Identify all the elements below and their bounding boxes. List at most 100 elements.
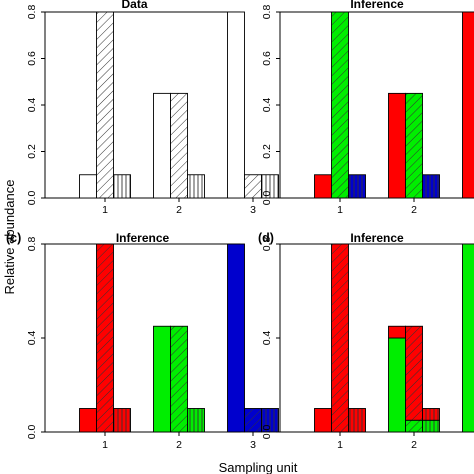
x-tick-label: 3 (250, 439, 256, 451)
bar-hatch (405, 326, 423, 421)
panel-label: (c) (6, 231, 21, 245)
y-tick-label: 0.4 (26, 331, 38, 346)
bar-hatch (422, 420, 440, 432)
bar-hatch (422, 408, 440, 421)
plot-frame (279, 11, 474, 199)
x-tick-label: 1 (337, 439, 343, 451)
bar-fill (462, 244, 474, 432)
bar-hatch (405, 420, 423, 432)
bar-hatch (331, 244, 349, 432)
x-axis-label: Sampling unit (219, 460, 298, 474)
bar-hatch (261, 174, 279, 198)
y-tick-label: 0.0 (26, 191, 38, 206)
x-tick-label: 2 (411, 439, 417, 451)
bar-outline (113, 408, 131, 433)
x-tick-label: 2 (176, 204, 182, 216)
bar-hatch (187, 408, 205, 432)
plot-frame (44, 11, 241, 199)
bar-outline (405, 92, 423, 199)
bar-hatch (187, 174, 205, 198)
y-tick-label: 0.6 (26, 51, 38, 66)
bar-outline (348, 408, 366, 433)
bar-fill (462, 12, 474, 198)
y-tick-label: 0.8 (261, 5, 273, 20)
bar-outline (462, 11, 474, 199)
bar-outline (113, 174, 131, 199)
x-tick-label: 1 (102, 439, 108, 451)
x-tick-label: 1 (337, 204, 343, 216)
bar-fill (388, 93, 406, 198)
bar-outline (187, 408, 205, 433)
bar-hatch (405, 93, 423, 198)
y-axis-label: Relative abundance (2, 180, 17, 295)
bar-hatch (422, 174, 440, 198)
y-tick-label: 0.0 (261, 191, 273, 206)
y-tick-label: 0.4 (261, 331, 273, 346)
plot-frame (44, 243, 241, 433)
y-tick-label: 0.0 (261, 425, 273, 440)
bar-fill (388, 326, 406, 338)
bar-outline (227, 11, 245, 199)
panel-title: Inference (350, 0, 404, 11)
y-tick-label: 0.2 (26, 144, 38, 159)
bar-hatch (96, 244, 114, 432)
x-tick-label: 3 (250, 204, 256, 216)
x-tick-label: 1 (102, 204, 108, 216)
bar-outline (422, 174, 440, 199)
bar-fill (227, 244, 245, 432)
bar-hatch (170, 93, 188, 198)
bar-hatch (331, 12, 349, 198)
panel-1: 0.0 0.2 0.4 0.6 0.8 1 2 3 Data (26, 0, 279, 216)
panel-label: (d) (258, 231, 274, 245)
bar-fill (153, 93, 171, 198)
y-tick-label: 0.8 (261, 237, 273, 252)
bar-fill (79, 408, 97, 432)
x-tick-label: 2 (411, 204, 417, 216)
bar-hatch (348, 408, 366, 432)
bar-fill (314, 408, 332, 432)
y-tick-label: 0.0 (26, 425, 38, 440)
y-tick-label: 0.8 (26, 237, 38, 252)
bar-fill (314, 174, 332, 198)
bar-hatch (244, 174, 262, 198)
bar-outline (462, 243, 474, 433)
bar-fill (79, 174, 97, 198)
bar-outline (170, 325, 188, 433)
bar-fill (227, 12, 245, 198)
bar-hatch (113, 174, 131, 198)
plot-frame (279, 243, 474, 433)
y-tick-label: 0.8 (26, 5, 38, 20)
bar-outline (331, 11, 349, 199)
bar-outline (170, 92, 188, 199)
bar-outline (227, 243, 245, 433)
x-tick-label: 2 (176, 439, 182, 451)
bar-outline (261, 174, 279, 199)
bar-hatch (113, 408, 131, 432)
bar-hatch (348, 174, 366, 198)
panel-title: Inference (116, 231, 170, 245)
panel-title: Data (121, 0, 147, 11)
panel-title: Inference (350, 231, 404, 245)
bar-hatch (96, 12, 114, 198)
bar-outline (331, 243, 349, 433)
bar-outline (422, 408, 440, 421)
bar-hatch (244, 408, 262, 432)
panels-layer: 0.0 0.2 0.4 0.6 0.8 1 2 3 Data 0.0 0.2 0.4 0.6 0.8 1 2 3… (6, 0, 474, 451)
bar-hatch (170, 326, 188, 432)
bar-outline (405, 325, 423, 421)
y-tick-label: 0.6 (261, 51, 273, 66)
bar-fill (153, 326, 171, 432)
bar-outline (96, 243, 114, 433)
bar-outline (261, 408, 279, 433)
y-tick-label: 0.4 (26, 98, 38, 113)
bar-hatch (261, 408, 279, 432)
bar-outline (187, 174, 205, 199)
panel-3: 0.0 0.4 0.8 1 2 3 Inference (c) (6, 231, 279, 451)
y-tick-label: 0.4 (261, 98, 273, 113)
y-tick-label: 0.2 (261, 144, 273, 159)
bar-fill (388, 338, 406, 432)
bar-outline (96, 11, 114, 199)
